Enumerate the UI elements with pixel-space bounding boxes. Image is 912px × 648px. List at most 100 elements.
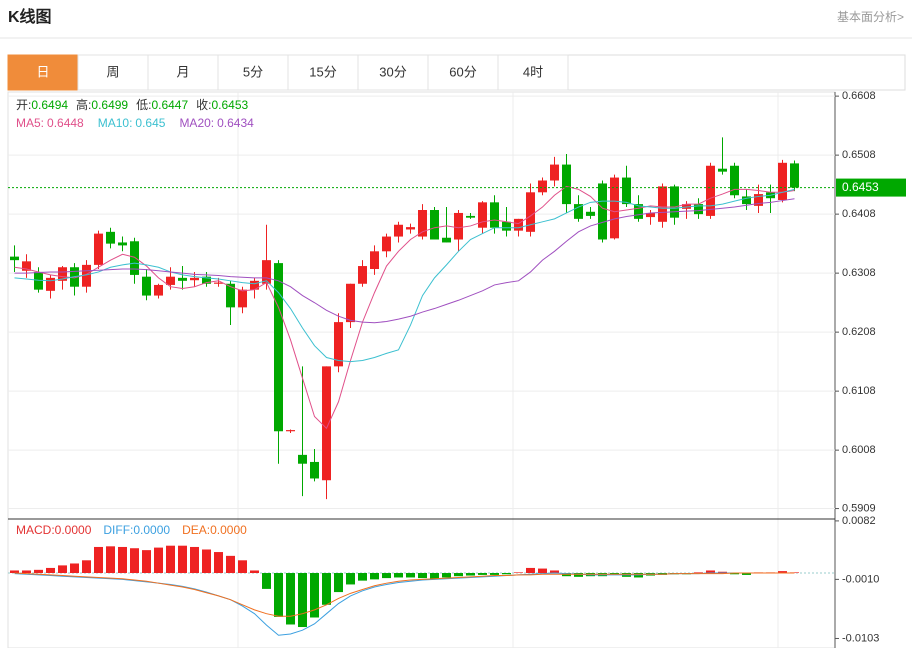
- candle-body: [94, 233, 103, 265]
- tab-label[interactable]: 周: [106, 64, 119, 79]
- macd-bar: [418, 573, 427, 579]
- macd-bar: [718, 571, 727, 574]
- ohlc-value: 0.6494: [31, 98, 68, 112]
- ma-legend-name: MA10:: [98, 116, 133, 130]
- y-tick-label: 0.6008: [842, 444, 876, 456]
- tab-label[interactable]: 5分: [243, 64, 263, 79]
- candle-body: [742, 196, 751, 205]
- candle-body: [58, 267, 67, 281]
- candle-body: [334, 322, 343, 367]
- macd-bar: [286, 573, 295, 625]
- tab-label[interactable]: 60分: [449, 64, 476, 79]
- candle-body: [154, 284, 163, 296]
- candle-body: [682, 204, 691, 209]
- candle-body: [442, 237, 451, 243]
- macd-bar: [58, 565, 67, 574]
- candle-body: [166, 276, 175, 285]
- candle-body: [466, 215, 475, 218]
- candle-body: [586, 211, 595, 216]
- candle-body: [202, 276, 211, 284]
- y-tick-label: 0.6608: [842, 90, 876, 102]
- macd-legend-value: 0.0000: [55, 523, 92, 537]
- macd-legend-value: 0.0000: [133, 523, 170, 537]
- candle-body: [790, 163, 799, 188]
- tab-label[interactable]: 30分: [379, 64, 406, 79]
- tab-label[interactable]: 4时: [523, 64, 543, 79]
- macd-bar: [466, 573, 475, 576]
- candle-body: [250, 280, 259, 290]
- candle-body: [394, 224, 403, 237]
- tab[interactable]: [287, 54, 359, 91]
- candle-body: [274, 263, 283, 432]
- ma-legend-name: MA20:: [179, 116, 214, 130]
- macd-bar: [250, 570, 259, 574]
- page-title: K线图: [8, 7, 52, 26]
- candle-body: [346, 283, 355, 323]
- macd-bar: [214, 552, 223, 574]
- ma-legend-name: MA5:: [16, 116, 44, 130]
- candle-body: [178, 277, 187, 281]
- macd-bar: [34, 569, 43, 574]
- y-tick-label: 0.6508: [842, 149, 876, 161]
- y-tick-label: 0.6208: [842, 326, 876, 338]
- macd-bar: [238, 560, 247, 574]
- macd-bar: [82, 560, 91, 574]
- tabs: 日 周 月 5分 15分 30分 60分 4时: [7, 54, 569, 91]
- macd-bar: [394, 573, 403, 578]
- candle-body: [646, 212, 655, 218]
- macd-bar: [22, 570, 31, 574]
- indicator-line: [14, 198, 795, 324]
- macd-bar: [358, 573, 367, 581]
- ma-legend-value: 0.645: [135, 116, 165, 130]
- macd-bar: [502, 573, 511, 575]
- tab[interactable]: [77, 54, 149, 91]
- macd-bar: [322, 573, 331, 605]
- candle-body: [10, 256, 19, 261]
- macd-bar: [442, 573, 451, 578]
- y-tick-label: -0.0010: [842, 573, 879, 585]
- macd-bar: [550, 570, 559, 574]
- macd-bar: [310, 573, 319, 618]
- tab[interactable]: [497, 54, 569, 91]
- candle-body: [754, 194, 763, 206]
- macd-bar: [454, 573, 463, 577]
- macd-bar: [190, 546, 199, 574]
- candle-body: [262, 260, 271, 284]
- candle-body: [706, 165, 715, 216]
- candle-body: [370, 251, 379, 270]
- last-price-label: 0.6453: [842, 180, 879, 194]
- ohlc-value: 0.6499: [91, 98, 128, 112]
- macd-bar: [142, 550, 151, 574]
- macd-bar: [274, 573, 283, 617]
- candle-body: [490, 202, 499, 228]
- tab[interactable]: [7, 54, 79, 91]
- macd-bar: [10, 570, 19, 574]
- ohlc-label: 收:: [196, 98, 211, 112]
- macd-bar: [730, 573, 739, 575]
- ohlc-label: 高:: [76, 97, 91, 112]
- candle-body: [22, 261, 31, 271]
- macd-legend-name: DIFF:: [103, 523, 133, 537]
- macd-bar: [226, 555, 235, 574]
- tab-label[interactable]: 15分: [309, 64, 336, 79]
- macd-bar: [298, 573, 307, 628]
- macd-legend-value: 0.0000: [210, 523, 247, 537]
- candle-body: [670, 186, 679, 218]
- tab-label[interactable]: 月: [176, 64, 189, 79]
- fundamental-link[interactable]: 基本面分析>: [837, 10, 904, 24]
- macd-bar: [106, 546, 115, 574]
- macd-bar: [430, 573, 439, 580]
- candle-body: [34, 271, 43, 290]
- candle-body: [106, 231, 115, 244]
- macd-bar: [514, 572, 523, 574]
- macd-bar: [478, 573, 487, 575]
- y-tick-label: 0.6108: [842, 385, 876, 397]
- macd-bar: [118, 546, 127, 574]
- candle-body: [226, 283, 235, 308]
- tab-label[interactable]: 日: [36, 64, 49, 79]
- candle-body: [694, 204, 703, 215]
- y-tick-label: 0.5909: [842, 502, 876, 514]
- candle-body: [382, 236, 391, 252]
- macd-bar: [262, 573, 271, 589]
